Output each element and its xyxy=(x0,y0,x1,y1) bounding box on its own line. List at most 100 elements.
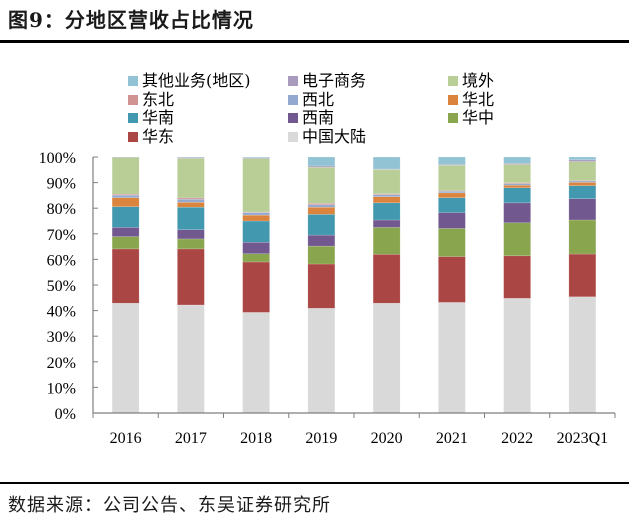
bar-segment-2019-8 xyxy=(307,166,336,204)
y-tick-label: 70% xyxy=(47,227,76,244)
legend-label: 境外 xyxy=(462,71,495,90)
bar-segment-2017-8 xyxy=(177,158,205,199)
bar-segment-2022-1 xyxy=(503,255,531,299)
bar-segment-2022-4 xyxy=(503,187,531,204)
legend-item: 华中 xyxy=(448,109,494,127)
legend-swatch xyxy=(128,94,138,105)
legend-label: 其他业务(地区) xyxy=(142,71,251,90)
bar-segment-2021-2 xyxy=(438,228,466,257)
legend-swatch xyxy=(128,131,138,142)
bar-segment-2016-5 xyxy=(111,197,140,207)
bar-segment-2017-4 xyxy=(177,206,205,230)
x-tick-label: 2017 xyxy=(175,430,207,447)
bar-segment-2018-3 xyxy=(242,241,270,255)
legend-swatch xyxy=(128,113,138,123)
x-tick-label: 2023Q1 xyxy=(557,430,609,447)
bar-segment-2019-10 xyxy=(307,156,336,167)
legend-swatch xyxy=(128,76,138,86)
bar-segment-2020-10 xyxy=(372,156,401,170)
legend-item: 其他业务(地区) xyxy=(128,72,251,90)
y-tick-label: 10% xyxy=(47,380,76,397)
bar-segment-2016-1 xyxy=(111,248,140,304)
bar-segment-2019-6 xyxy=(307,204,336,208)
legend-swatch xyxy=(448,76,458,86)
legend-label: 华北 xyxy=(462,89,495,109)
bar-segment-2019-3 xyxy=(307,234,336,247)
bar-segment-2021-10 xyxy=(438,156,466,165)
bar-segment-2022-8 xyxy=(503,164,531,184)
bar-segment-2016-3 xyxy=(111,227,140,237)
bar-segment-2019-4 xyxy=(307,214,336,236)
y-tick-label: 0% xyxy=(55,406,76,423)
bar-segment-2023Q1-9 xyxy=(568,159,597,162)
bar-segment-2016-0 xyxy=(111,302,140,414)
bar-segment-2017-5 xyxy=(177,202,205,208)
legend-swatch xyxy=(288,76,298,86)
x-tick-label: 2016 xyxy=(110,430,142,447)
bar-segment-2022-10 xyxy=(503,156,531,164)
bar-segment-2017-1 xyxy=(177,248,205,306)
legend-item: 华南 xyxy=(128,109,174,127)
legend-item: 西北 xyxy=(288,89,335,109)
bar-segment-2020-6 xyxy=(372,194,401,197)
bar-segment-2019-5 xyxy=(307,206,336,215)
legend-swatch xyxy=(448,94,458,105)
x-tick-label: 2020 xyxy=(371,430,403,447)
x-tick-label: 2022 xyxy=(501,430,533,447)
bar-segment-2018-8 xyxy=(242,158,270,213)
bar-segment-2023Q1-8 xyxy=(568,161,597,181)
bar-segment-2023Q1-5 xyxy=(568,182,597,186)
y-tick-label: 30% xyxy=(47,329,76,346)
bar-segment-2020-2 xyxy=(372,227,401,255)
legend-swatch xyxy=(288,131,298,142)
bar-segment-2016-8 xyxy=(111,157,140,195)
bar-segment-2018-5 xyxy=(242,214,270,222)
bar-segment-2020-3 xyxy=(372,219,401,228)
y-tick-label: 80% xyxy=(47,201,76,218)
legend-label: 中国大陆 xyxy=(302,126,367,146)
bar-segment-2022-0 xyxy=(503,298,531,414)
legend-item: 华东 xyxy=(128,126,175,146)
legend-swatch xyxy=(288,113,298,123)
bar-segment-2021-1 xyxy=(438,256,466,303)
legend-label: 西北 xyxy=(302,89,335,109)
bar-segment-2020-5 xyxy=(372,196,401,204)
x-tick-label: 2021 xyxy=(436,430,468,447)
bar-segment-2019-1 xyxy=(307,263,336,309)
bar-segment-2020-1 xyxy=(372,254,401,304)
bar-segment-2018-0 xyxy=(242,312,270,414)
bar-segment-2022-3 xyxy=(503,202,531,224)
legend-item: 华北 xyxy=(448,89,495,109)
legend-item: 电子商务 xyxy=(288,72,366,90)
bar-segment-2018-2 xyxy=(242,253,270,263)
bar-segment-2022-2 xyxy=(503,222,531,257)
x-tick-label: 2019 xyxy=(305,430,337,447)
bar-segment-2023Q1-1 xyxy=(568,253,597,298)
bar-segment-2019-0 xyxy=(307,308,336,414)
bar-segment-2023Q1-2 xyxy=(568,219,597,255)
bar-segment-2018-6 xyxy=(242,212,270,216)
y-tick-label: 20% xyxy=(47,355,76,372)
bar-segment-2017-10 xyxy=(177,156,205,158)
legend-item: 中国大陆 xyxy=(288,126,367,146)
bar-segment-2023Q1-3 xyxy=(568,198,597,221)
bar-segment-2016-6 xyxy=(111,194,140,198)
bar-segment-2021-5 xyxy=(438,192,466,198)
legend-item: 境外 xyxy=(448,72,494,90)
bar-segment-2021-8 xyxy=(438,164,466,191)
bar-segment-2022-5 xyxy=(503,184,531,188)
bar-segment-2021-4 xyxy=(438,197,466,213)
bar-segment-2019-2 xyxy=(307,245,336,265)
legend-label: 华南 xyxy=(142,108,175,127)
bar-segment-2016-4 xyxy=(111,206,140,228)
bar-segment-2016-2 xyxy=(111,236,140,250)
bar-segment-2018-10 xyxy=(242,156,270,159)
figure-title: 图9：分地区营收占比情况 xyxy=(8,8,254,32)
legend-label: 华东 xyxy=(142,126,175,146)
bar-segment-2017-6 xyxy=(177,198,205,203)
bar-segment-2017-2 xyxy=(177,238,205,250)
bar-segment-2018-1 xyxy=(242,261,270,313)
bar-segment-2017-3 xyxy=(177,229,205,240)
bar-segment-2020-0 xyxy=(372,302,401,414)
bar-segment-2021-3 xyxy=(438,212,466,229)
